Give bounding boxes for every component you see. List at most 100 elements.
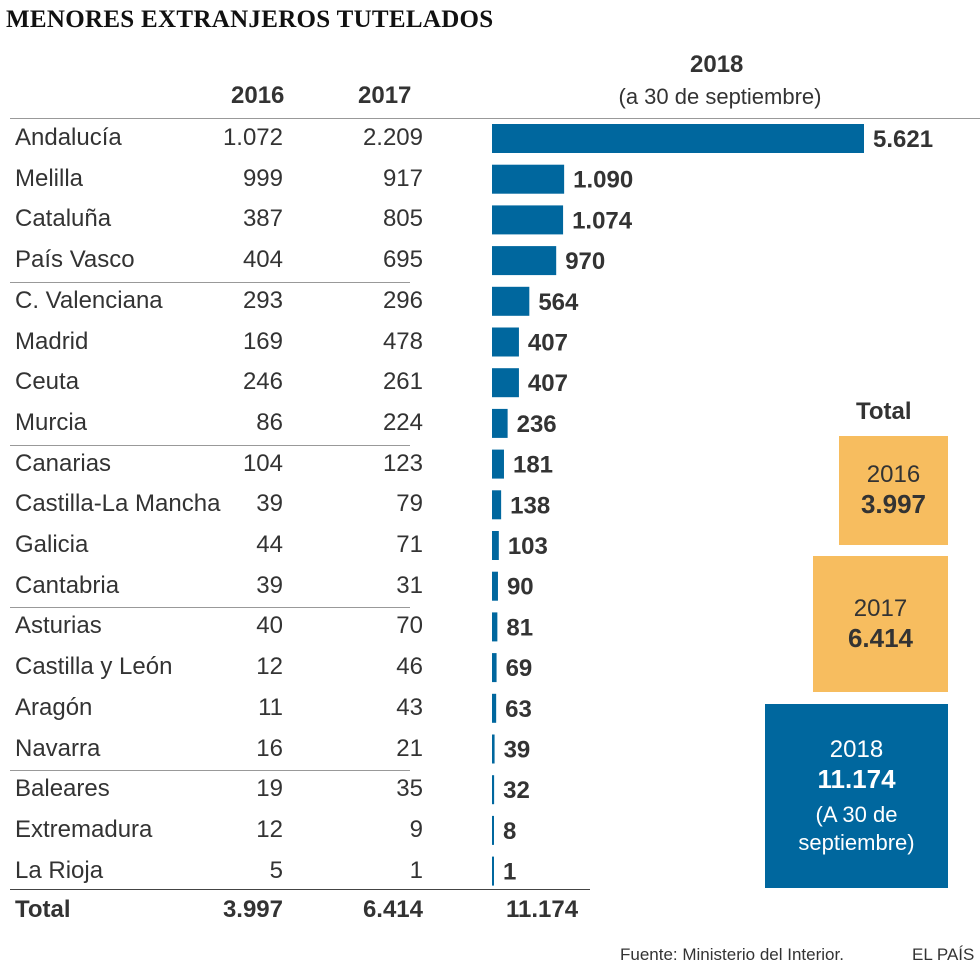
bar-2018 — [492, 205, 564, 235]
bar-label-2018: 138 — [510, 492, 550, 519]
bar-label-2018: 63 — [505, 696, 532, 723]
value-2017: 35 — [396, 775, 423, 803]
region-label: C. Valenciana — [15, 286, 163, 314]
bar-2018 — [492, 734, 495, 764]
bar-2018 — [492, 286, 530, 316]
bar-2018 — [492, 856, 494, 886]
bar-label-2018: 407 — [528, 330, 568, 357]
value-2016: 169 — [242, 327, 283, 355]
value-2017: 21 — [396, 734, 423, 762]
header-2016: 2016 — [231, 82, 285, 109]
value-2017: 70 — [396, 612, 423, 640]
region-label: Murcia — [15, 408, 88, 436]
bar-2018 — [492, 531, 499, 560]
bar-label-2018: 1 — [503, 859, 516, 886]
bar-label-2018: 8 — [503, 818, 516, 845]
group-divider — [10, 282, 410, 283]
header-2018-note: (a 30 de septiembre) — [618, 84, 822, 109]
chart-title: MENORES EXTRANJEROS TUTELADOS — [6, 6, 494, 33]
value-2016: 293 — [242, 286, 283, 314]
value-2016: 999 — [242, 164, 283, 192]
value-2016: 387 — [242, 205, 283, 233]
value-2016: 11 — [258, 693, 283, 721]
region-label: Ceuta — [15, 368, 80, 396]
bar-label-2018: 103 — [508, 533, 548, 560]
bar-2018 — [492, 490, 502, 520]
value-2017: 224 — [382, 408, 423, 436]
total-row-2017: 6.414 — [362, 896, 423, 923]
region-label: La Rioja — [15, 856, 104, 884]
value-2016: 19 — [256, 775, 283, 803]
value-2016: 40 — [256, 612, 283, 640]
value-2017: 79 — [396, 490, 423, 518]
bar-2018 — [492, 449, 504, 479]
bar-2018 — [492, 368, 519, 398]
bar-label-2018: 5.621 — [873, 126, 933, 153]
bar-label-2018: 39 — [504, 737, 531, 764]
bar-2018 — [492, 775, 495, 805]
value-2016: 12 — [256, 815, 283, 843]
group-divider — [10, 607, 410, 608]
region-label: Galicia — [15, 531, 89, 558]
bar-2018 — [492, 246, 557, 276]
value-2017: 123 — [382, 449, 423, 477]
region-label: Asturias — [15, 612, 102, 640]
total-box-2018-note: (A 30 de septiembre) — [798, 801, 915, 855]
value-2017: 46 — [396, 653, 423, 681]
total-box-2016-value: 3.997 — [860, 489, 927, 519]
source-note: Fuente: Ministerio del Interior. — [620, 945, 844, 964]
value-2017: 478 — [382, 327, 423, 355]
value-2016: 39 — [256, 490, 283, 518]
total-row-2016: 3.997 — [222, 896, 283, 923]
bar-2018 — [492, 164, 565, 194]
bar-2018 — [492, 571, 498, 601]
value-2016: 16 — [256, 734, 283, 762]
divider-header-right — [420, 118, 980, 119]
header-2017: 2017 — [358, 82, 412, 109]
bar-2018 — [492, 653, 497, 683]
value-2017: 9 — [409, 815, 423, 843]
bar-2018 — [492, 612, 498, 642]
value-2017: 31 — [396, 571, 423, 599]
region-label: Madrid — [15, 327, 89, 355]
value-2016: 86 — [256, 408, 283, 436]
value-2016: 246 — [242, 368, 283, 396]
value-2017: 2.209 — [362, 124, 423, 151]
value-2017: 1 — [409, 856, 423, 884]
bar-label-2018: 1.090 — [573, 167, 633, 194]
region-label: Navarra — [15, 734, 101, 762]
bar-2018 — [492, 693, 497, 723]
region-label: Castilla-La Mancha — [15, 490, 221, 518]
region-label: Aragón — [15, 693, 93, 721]
total-box-2018: 2018 11.174 (A 30 de septiembre) — [765, 704, 948, 888]
value-2016: 404 — [242, 246, 283, 274]
region-label: País Vasco — [15, 246, 135, 274]
total-box-2017: 2017 6.414 — [813, 556, 948, 692]
value-2016: 12 — [256, 653, 283, 681]
bar-label-2018: 407 — [528, 370, 568, 397]
bar-2018 — [492, 815, 494, 845]
region-label: Cantabria — [15, 571, 120, 599]
region-label: Baleares — [15, 775, 110, 803]
header-2018: 2018 — [690, 51, 744, 78]
bar-label-2018: 970 — [565, 248, 605, 275]
brand-label: EL PAÍS — [912, 945, 975, 964]
total-box-2016-year: 2016 — [866, 461, 921, 488]
value-2017: 43 — [396, 693, 423, 721]
total-box-2016: 2016 3.997 — [839, 436, 948, 545]
group-divider — [10, 445, 410, 446]
total-box-2017-value: 6.414 — [847, 622, 914, 653]
bar-2018 — [492, 327, 519, 357]
bar-2018 — [492, 408, 508, 438]
total-box-2018-value: 11.174 — [817, 763, 896, 794]
value-2016: 44 — [256, 531, 283, 558]
total-row-label: Total — [15, 896, 71, 923]
bar-label-2018: 564 — [538, 289, 579, 316]
bar-label-2018: 32 — [503, 777, 530, 804]
region-label: Cataluña — [15, 205, 112, 233]
bar-label-2018: 69 — [506, 655, 533, 682]
bar-label-2018: 181 — [513, 452, 553, 479]
bar-label-2018: 81 — [506, 614, 533, 641]
total-row-2018: 11.174 — [506, 896, 579, 923]
bar-2018 — [492, 124, 864, 153]
